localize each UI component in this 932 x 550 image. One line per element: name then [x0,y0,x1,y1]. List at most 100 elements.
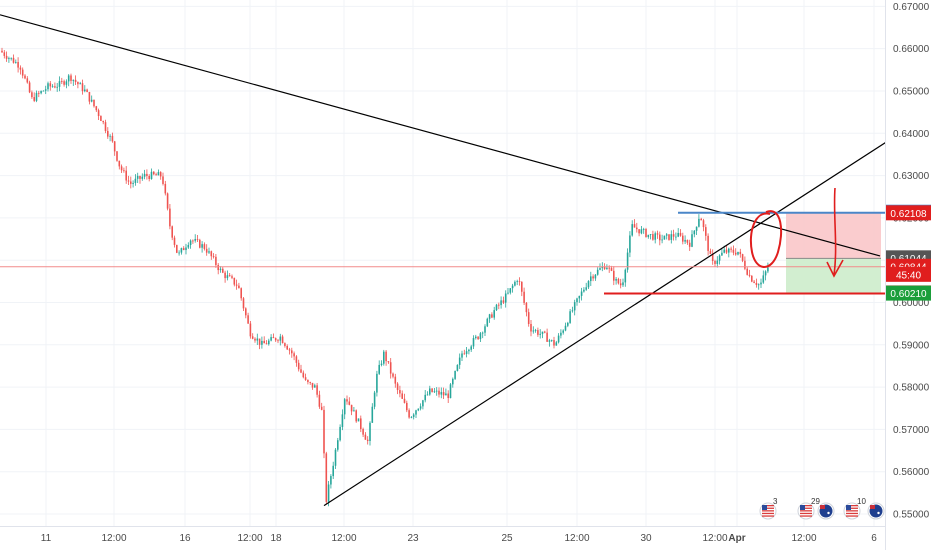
candle-body [688,242,691,247]
candle-body [277,340,279,342]
candle-body [245,308,247,316]
circle-annotation [750,210,783,268]
position-zone [786,212,881,294]
candle-body [146,173,148,177]
candle-body [111,135,114,142]
candle-body [141,176,144,179]
candle-body [550,340,553,341]
candle-body [284,343,286,346]
price-tag-bg [886,266,931,282]
candle-body [233,277,236,285]
candle-body [718,255,721,261]
drawing-lines[interactable] [0,14,891,507]
candle-body [631,224,633,236]
candle-body [389,362,392,374]
candle-body [691,234,693,247]
candle-body [327,484,330,502]
price-tag-label: 45:40 [896,270,921,281]
candle-body [12,57,15,63]
candle-body [576,298,578,303]
candle-body [417,408,420,411]
y-tick-label: 0.58000 [893,383,930,394]
candle-body [182,248,185,251]
candle-body [127,180,130,182]
candle-body [567,322,569,326]
candle-body [624,269,627,283]
candle-body [222,268,224,273]
candle-body [97,110,100,117]
time-axis[interactable]: 11 12:00 16 12:00 18 12:00 23 25 12:00 30 12:00 Apr… [0,526,885,550]
candle-body [732,249,735,253]
candle-body [44,89,47,91]
candle-body [199,239,201,248]
candle-body [203,244,206,249]
candle-body [435,390,438,392]
x-tick-label: 18 [270,533,282,544]
candle-body [677,232,679,237]
candle-body [762,275,765,283]
candle-body [346,399,348,402]
candle-body [509,288,512,293]
descending-trendline[interactable] [0,14,881,257]
candle-body [592,276,594,279]
candle-body [72,79,75,81]
ascending-trendline[interactable] [323,139,891,507]
candle-body [532,330,535,332]
candle-body [514,281,516,286]
candle-body [8,58,10,59]
candle-body [746,268,748,275]
candle-body [679,232,682,236]
candle-body [309,382,311,383]
candle-body [649,234,652,235]
candle-body [392,373,394,377]
candle-body [760,282,762,285]
event-flags[interactable]: 3 29 10 [759,497,885,520]
candle-body [153,171,155,175]
x-tick-label: 12:00 [237,533,262,544]
candle-body [622,282,624,286]
y-tick-label: 0.67000 [893,2,930,13]
candle-body [385,351,387,362]
candle-body [353,410,355,412]
candle-body [113,141,116,152]
candle-body [495,304,498,311]
candle-body [3,52,6,56]
candle-body [355,410,357,422]
candle-body [171,226,173,238]
candle-body [636,227,638,230]
candle-body [150,171,153,179]
candle-body [452,378,454,385]
candle-body [479,333,482,340]
candle-body [521,281,523,292]
flag-count-badge: 10 [857,497,866,506]
candle-body [642,229,645,230]
candle-body [403,398,406,403]
candle-body [419,406,422,409]
au-flag-icon[interactable] [867,502,885,520]
candle-body [54,86,56,88]
us-flag-icon[interactable]: 3 [759,497,778,520]
candle-body [24,75,26,79]
candle-body [394,376,397,384]
us-flag-icon[interactable]: 29 [797,497,820,520]
candle-body [670,234,673,240]
candle-body [470,346,472,350]
candle-body [714,260,716,264]
candle-body [546,332,548,342]
price-tag: 0.60210 [886,285,931,301]
candle-body [721,252,723,256]
price-tag: 0.62108 [886,205,931,221]
candle-body [176,244,178,253]
us-flag-icon[interactable]: 10 [843,497,866,520]
candle-body [143,173,146,177]
candle-body [316,385,318,395]
candle-body [438,390,440,395]
candle-body [502,300,505,303]
candle-body [226,275,229,279]
candle-body [360,418,362,429]
candle-body [734,252,737,255]
au-flag-icon[interactable] [817,502,835,520]
candle-body [123,170,125,172]
candle-body [606,267,608,270]
